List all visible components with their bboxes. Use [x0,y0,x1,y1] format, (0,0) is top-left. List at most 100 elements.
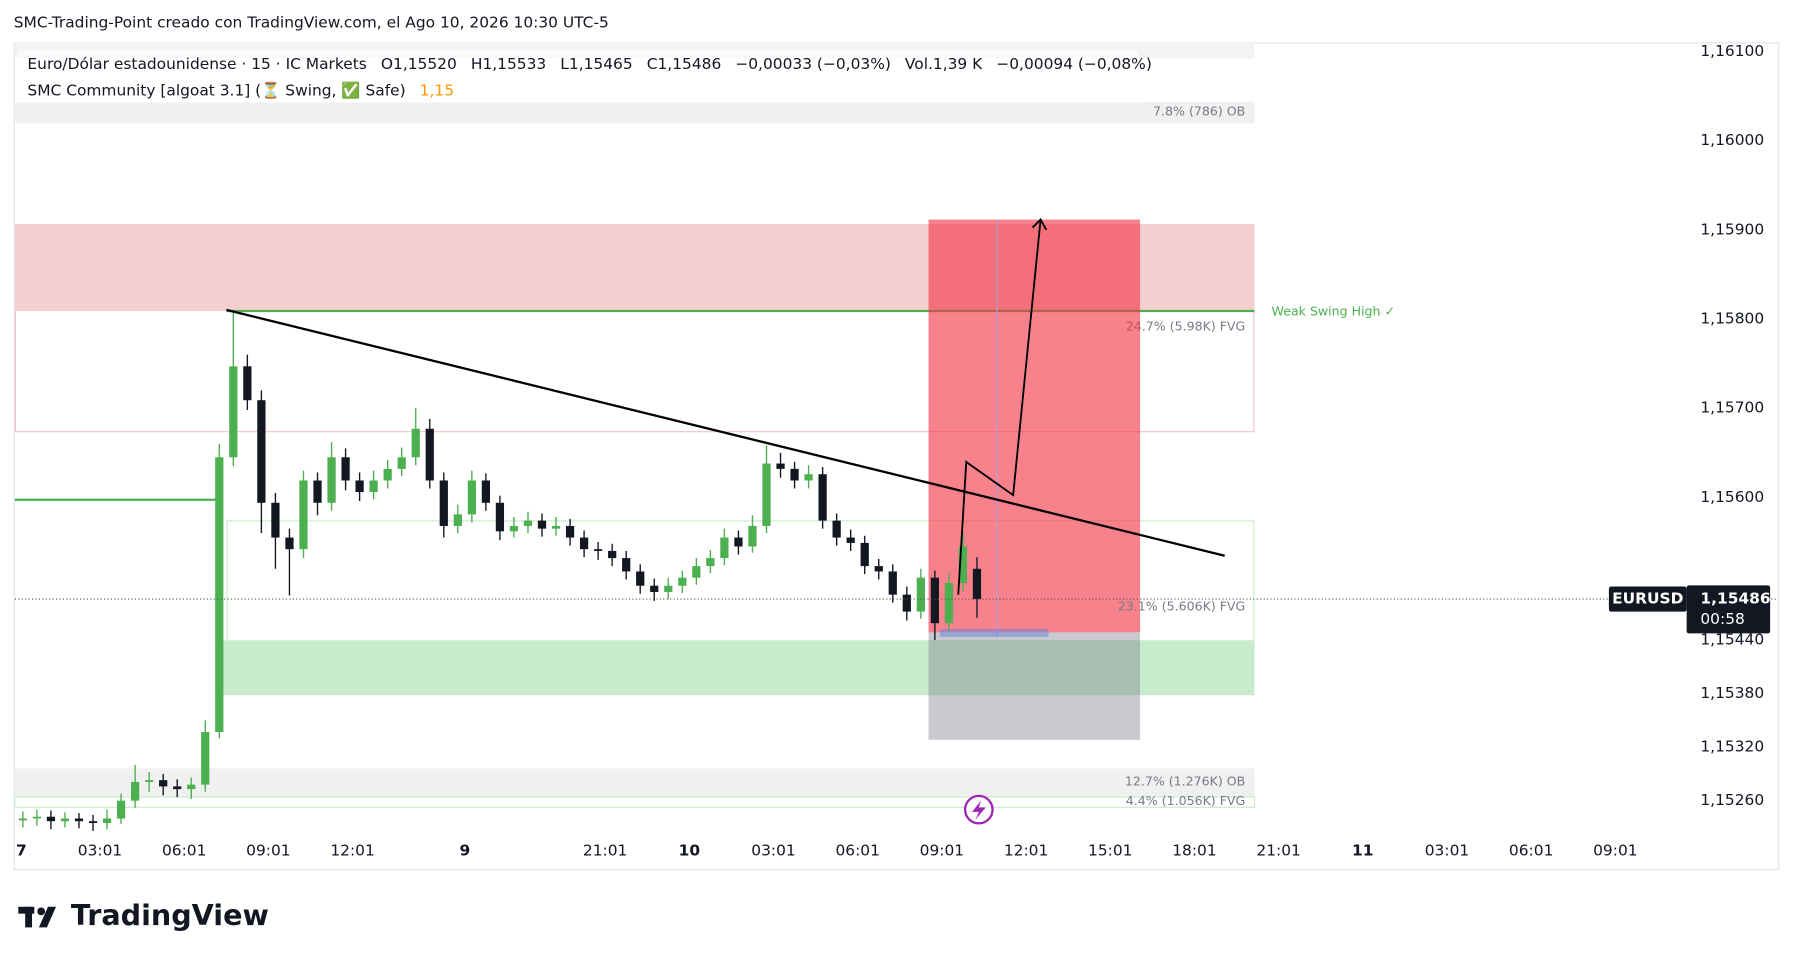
volume: Vol.1,39 K [905,55,983,73]
candle-body [257,400,266,503]
indicator-line: SMC Community [algoat 3.1] (⏳ Swing, ✅ S… [27,81,454,99]
x-tick-label: 03:01 [1425,841,1469,859]
logo-mark [18,906,57,928]
ob-zone [14,768,1255,798]
y-tick-label: 1,15320 [1700,738,1764,756]
zone-label: 12.7% (1.276K) OB [1125,774,1245,789]
volume-change: −0,00094 (−0,08%) [996,55,1152,73]
zone-label: 4.4% (1.056K) FVG [1126,793,1245,808]
candle-body [201,732,210,785]
symbol-tag-bg [1608,586,1687,612]
candle-body [579,537,589,550]
alert-bolt [971,800,986,820]
candle-body [818,474,827,521]
y-tick-label: 1,15600 [1700,488,1764,506]
candle-body [439,480,448,526]
candle-body [902,594,911,612]
candle-body [608,550,617,559]
ob-zone [14,101,1255,124]
candle-body [804,474,813,481]
x-tick-label: 03:01 [78,841,122,859]
candle-body [299,480,308,550]
ohlc: L1,15465 [560,55,632,73]
x-tick-label: 06:01 [835,841,879,859]
candle-body [453,514,462,526]
symbol-tag: EURUSD [1612,590,1683,608]
candle-body [187,784,196,790]
candle-body [425,428,434,481]
indicator: SMC Community [algoat 3.1] (⏳ Swing, ✅ S… [27,81,405,99]
fvg-zone [14,796,1255,808]
candle-body [369,480,378,493]
candle-body [523,520,533,526]
y-tick-label: 1,16100 [1700,42,1764,60]
ohlc: O1,15520 [381,55,457,73]
candle-body [509,525,519,532]
symbol: Euro/Dólar estadounidense · 15 · IC Mark… [27,55,366,73]
y-tick-label: 1,15260 [1700,791,1764,809]
x-tick-label: 9 [459,841,470,859]
candle-body [145,780,154,782]
candle-body [888,571,897,595]
candle-body [215,457,224,733]
candle-body [537,520,547,529]
x-tick-label: 21:01 [1256,841,1300,859]
candle-body [832,520,841,538]
position-target-zone[interactable] [928,632,1141,740]
candle-body [130,781,140,801]
y-tick-label: 1,16000 [1700,131,1764,149]
x-tick-label: 12:01 [1004,841,1048,859]
candle-body [762,463,771,526]
candle-body [285,537,294,550]
x-tick-label: 12:01 [330,841,374,859]
candle-body [565,525,575,538]
y-tick-label: 1,15900 [1700,220,1764,238]
legend-bg [18,50,1139,103]
candle-body [944,583,954,624]
candle-body [706,558,715,567]
zone-label: 7.8% (786) OB [1153,104,1245,119]
candle-body [678,577,687,586]
candle-body [748,525,757,547]
y-tick-label: 1,15700 [1700,399,1764,417]
indicator-value: 1,15 [420,81,454,99]
x-tick-label: 15:01 [1088,841,1132,859]
candle-body [972,568,982,600]
candle-body [860,542,869,567]
candle-body [327,457,336,503]
candle-body [636,571,645,586]
candle-body [650,585,659,592]
candle-body [159,780,168,787]
candles [18,310,982,832]
candle-body [173,786,182,790]
candle-body [411,428,420,458]
x-tick-label: 09:01 [920,841,964,859]
fvg-zone [220,640,1255,696]
y-tick-label: 1,15380 [1700,684,1764,702]
candle-body [74,818,84,822]
x-tick-label: 18:01 [1172,841,1216,859]
header-title: SMC-Trading-Point creado con TradingView… [14,13,609,31]
candle-body [271,502,280,538]
candle-body [734,537,743,547]
x-tick-label: 11 [1352,841,1373,859]
legend-line: Euro/Dólar estadounidense · 15 · IC Mark… [27,55,1151,73]
candle-body [958,546,968,584]
candle-body [313,480,322,503]
candle-body [229,366,238,458]
candle-body [846,537,855,543]
candle-body [60,818,70,822]
projection-path[interactable] [957,219,1042,595]
last-price-label: 1,15486 [1700,590,1770,608]
candle-body [790,468,799,481]
candle-body [18,818,27,821]
position-entry [939,628,1049,637]
last-price-tag [1686,585,1771,634]
x-tick-label: 7 [16,841,27,859]
y-tick-label: 1,15800 [1700,310,1764,328]
candle-body [88,821,98,823]
trend-line[interactable] [226,308,1225,557]
candle-body [243,366,252,401]
